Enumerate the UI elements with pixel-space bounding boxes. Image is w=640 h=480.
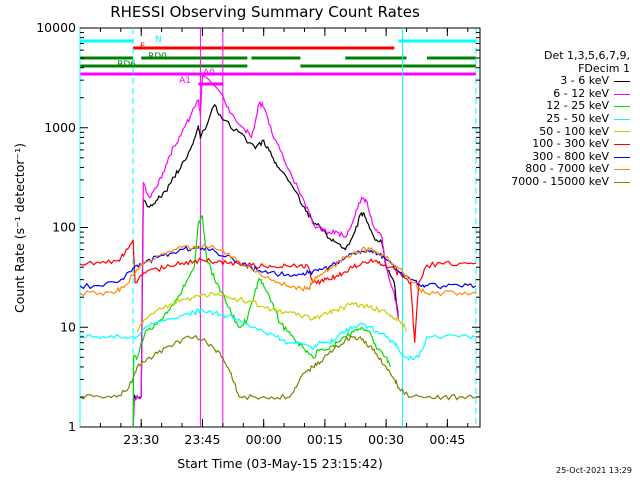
x-tick-label: 00:45 — [429, 432, 465, 447]
series-line — [79, 308, 477, 361]
state-bar-label: A0 — [203, 68, 215, 78]
legend-label: 50 - 100 keV — [539, 124, 609, 138]
legend-label: 800 - 7000 keV — [525, 162, 609, 176]
legend-swatch — [614, 80, 630, 82]
y-axis: 1 10 100 1000 10000 — [36, 20, 480, 434]
legend-entry: 12 - 25 keV — [470, 100, 638, 113]
plot-frame — [79, 27, 481, 428]
series-line — [136, 292, 408, 333]
state-bar-label: RD0 — [148, 52, 167, 62]
legend-entry: 50 - 100 keV — [470, 124, 638, 139]
legend-label: 3 - 6 keV — [560, 74, 609, 88]
legend-swatch — [614, 143, 630, 145]
y-tick-label: 1000 — [44, 120, 76, 135]
legend-header-line-2: FDecim 1 — [578, 61, 630, 75]
legend-swatch — [614, 118, 630, 120]
legend-entry: 100 - 300 keV — [470, 138, 638, 151]
state-bar-label: F — [140, 42, 145, 52]
legend-entry: 300 - 800 keV — [470, 149, 638, 164]
legend-swatch — [614, 169, 630, 171]
state-bar-label: RD6 — [117, 60, 136, 70]
series-line — [79, 245, 477, 290]
series-lines — [79, 75, 477, 428]
legend-swatch — [614, 131, 630, 133]
generation-timestamp: 25-Oct-2021 13:29 — [556, 466, 632, 475]
legend-label: 25 - 50 keV — [546, 111, 609, 125]
legend-label: 7000 - 15000 keV — [511, 174, 609, 188]
legend-label: 6 - 12 keV — [553, 86, 609, 100]
state-bar-label: A1 — [179, 76, 191, 86]
x-axis-label: Start Time (03-May-15 23:15:42) — [177, 456, 382, 471]
series-line — [132, 215, 391, 428]
series-line — [79, 239, 477, 343]
series-line — [132, 75, 399, 428]
x-tick-label: 23:45 — [184, 432, 220, 447]
series-line — [79, 243, 477, 297]
x-tick-label: 23:30 — [123, 432, 159, 447]
x-tick-label: 00:00 — [246, 432, 282, 447]
vertical-markers — [79, 28, 477, 427]
state-bar-label: N — [155, 35, 162, 45]
x-tick-label: 00:30 — [368, 432, 404, 447]
y-tick-label: 100 — [52, 220, 76, 235]
legend: Det 1,3,5,6,7,9, FDecim 1 3 - 6 keV 6 - 1… — [470, 49, 638, 189]
legend-entry: 800 - 7000 keV — [470, 163, 638, 176]
legend-entry: 25 - 50 keV — [470, 111, 638, 126]
x-tick-label: 00:15 — [307, 432, 343, 447]
y-axis-label: Count Rate (s⁻¹ detector⁻¹) — [12, 143, 27, 313]
legend-label: 100 - 300 keV — [532, 137, 609, 151]
y-tick-label: 1 — [68, 419, 76, 434]
x-axis: 23:30 23:45 00:00 00:15 00:30 00:45 — [99, 28, 469, 447]
chart-title: RHESSI Observing Summary Count Rates — [110, 3, 420, 21]
y-tick-label: 10000 — [36, 20, 76, 35]
legend-entry: 6 - 12 keV — [470, 86, 638, 101]
series-line — [79, 334, 477, 401]
series-line — [132, 103, 399, 428]
y-tick-label: 10 — [60, 319, 76, 334]
legend-header-line-1: Det 1,3,5,6,7,9, — [543, 49, 630, 62]
legend-label: 300 - 800 keV — [532, 149, 609, 163]
legend-swatch — [614, 93, 630, 95]
legend-entry: 7000 - 15000 keV — [470, 174, 638, 189]
legend-label: 12 - 25 keV — [546, 99, 609, 113]
legend-entry: 3 - 6 keV — [470, 75, 638, 88]
legend-swatch — [614, 181, 630, 183]
legend-swatch — [614, 156, 630, 158]
legend-swatch — [614, 106, 630, 108]
legend-entries: 3 - 6 keV 6 - 12 keV 12 - 25 keV 25 - 50 ke… — [470, 75, 638, 188]
